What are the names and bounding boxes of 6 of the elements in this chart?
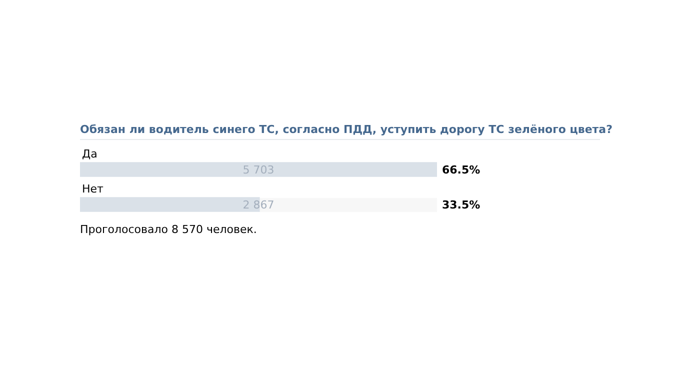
chart-title: Обязан ли водитель синего ТС, согласно ПДД, уступить дорогу ТС зелёного цвета? <box>80 123 612 138</box>
text: 66.5% <box>442 163 480 176</box>
y-tick-label: Нет <box>82 182 104 196</box>
y-tick-label: Да <box>82 147 98 160</box>
text: 33.5% <box>442 198 480 212</box>
text: Проголосовало 8 570 человек. <box>80 223 257 236</box>
